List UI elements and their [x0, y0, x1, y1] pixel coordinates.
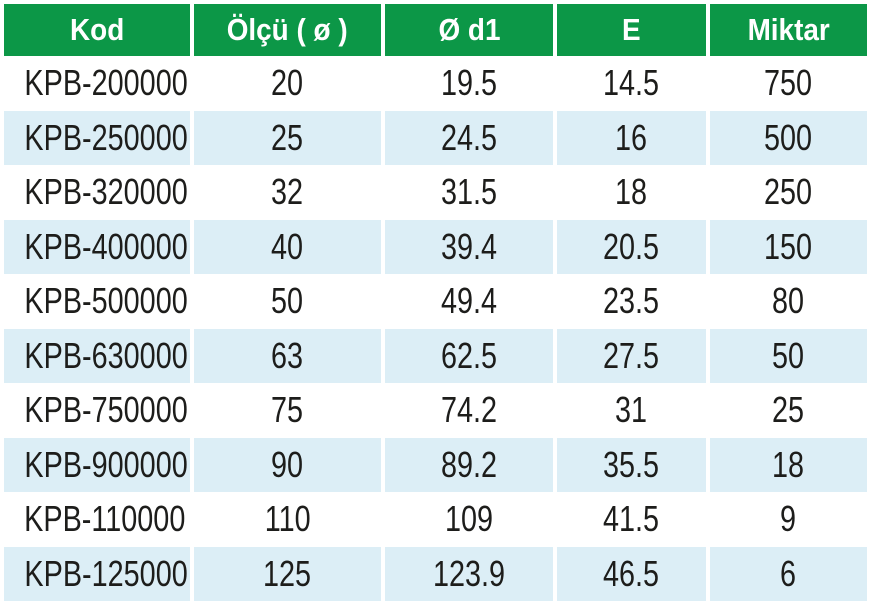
column-header-kod: Kod [4, 4, 190, 56]
cell-olcu: 50 [194, 274, 381, 329]
cell-kod: KPB-250000 [4, 110, 190, 165]
table-row: KPB-400000 40 39.4 20.5 150 [4, 219, 867, 274]
column-header-kod-label: Kod [69, 12, 125, 47]
cell-miktar: 500 [710, 110, 867, 165]
cell-olcu: 90 [194, 437, 381, 492]
cell-d1: 49.4 [385, 274, 553, 329]
cell-kod: KPB-900000 [4, 437, 190, 492]
column-header-olcu: Ölçü ( ø ) [194, 4, 381, 56]
cell-e: 27.5 [557, 328, 706, 383]
cell-miktar: 80 [710, 274, 867, 329]
cell-olcu: 125 [194, 546, 381, 601]
cell-olcu: 63 [194, 328, 381, 383]
cell-d1: 74.2 [385, 383, 553, 438]
column-header-olcu-label: Ölçü ( ø ) [227, 12, 348, 47]
cell-miktar: 50 [710, 328, 867, 383]
cell-miktar: 6 [710, 546, 867, 601]
column-header-d1-label: Ø d1 [437, 12, 501, 47]
column-header-miktar-label: Miktar [747, 12, 830, 47]
table-row: KPB-500000 50 49.4 23.5 80 [4, 274, 867, 329]
cell-olcu: 110 [194, 492, 381, 547]
column-header-miktar: Miktar [710, 4, 867, 56]
column-header-e: E [557, 4, 706, 56]
cell-olcu: 25 [194, 110, 381, 165]
cell-e: 14.5 [557, 56, 706, 111]
cell-d1: 31.5 [385, 165, 553, 220]
cell-olcu: 40 [194, 219, 381, 274]
cell-kod: KPB-320000 [4, 165, 190, 220]
cell-d1: 123.9 [385, 546, 553, 601]
cell-e: 20.5 [557, 219, 706, 274]
cell-kod: KPB-200000 [4, 56, 190, 111]
cell-e: 41.5 [557, 492, 706, 547]
cell-e: 23.5 [557, 274, 706, 329]
cell-d1: 24.5 [385, 110, 553, 165]
cell-kod: KPB-125000 [4, 546, 190, 601]
cell-miktar: 250 [710, 165, 867, 220]
column-header-d1: Ø d1 [385, 4, 553, 56]
table-row: KPB-750000 75 74.2 31 25 [4, 383, 867, 438]
cell-miktar: 18 [710, 437, 867, 492]
table-row: KPB-320000 32 31.5 18 250 [4, 165, 867, 220]
table-row: KPB-630000 63 62.5 27.5 50 [4, 328, 867, 383]
table-row: KPB-110000 110 109 41.5 9 [4, 492, 867, 547]
cell-d1: 89.2 [385, 437, 553, 492]
cell-olcu: 20 [194, 56, 381, 111]
cell-miktar: 25 [710, 383, 867, 438]
cell-d1: 19.5 [385, 56, 553, 111]
cell-e: 16 [557, 110, 706, 165]
cell-miktar: 9 [710, 492, 867, 547]
cell-d1: 39.4 [385, 219, 553, 274]
cell-kod: KPB-400000 [4, 219, 190, 274]
cell-e: 35.5 [557, 437, 706, 492]
cell-olcu: 75 [194, 383, 381, 438]
table-row: KPB-125000 125 123.9 46.5 6 [4, 546, 867, 601]
cell-d1: 62.5 [385, 328, 553, 383]
cell-kod: KPB-110000 [4, 492, 190, 547]
column-header-e-label: E [622, 12, 641, 47]
product-spec-table: Kod Ölçü ( ø ) Ø d1 E Miktar KPB-200000 … [0, 4, 871, 601]
table-row: KPB-200000 20 19.5 14.5 750 [4, 56, 867, 111]
header-row: Kod Ölçü ( ø ) Ø d1 E Miktar [4, 4, 867, 56]
table-row: KPB-250000 25 24.5 16 500 [4, 110, 867, 165]
cell-kod: KPB-630000 [4, 328, 190, 383]
cell-kod: KPB-500000 [4, 274, 190, 329]
cell-olcu: 32 [194, 165, 381, 220]
cell-kod: KPB-750000 [4, 383, 190, 438]
cell-miktar: 150 [710, 219, 867, 274]
cell-e: 31 [557, 383, 706, 438]
cell-e: 46.5 [557, 546, 706, 601]
table-row: KPB-900000 90 89.2 35.5 18 [4, 437, 867, 492]
cell-d1: 109 [385, 492, 553, 547]
cell-e: 18 [557, 165, 706, 220]
cell-miktar: 750 [710, 56, 867, 111]
